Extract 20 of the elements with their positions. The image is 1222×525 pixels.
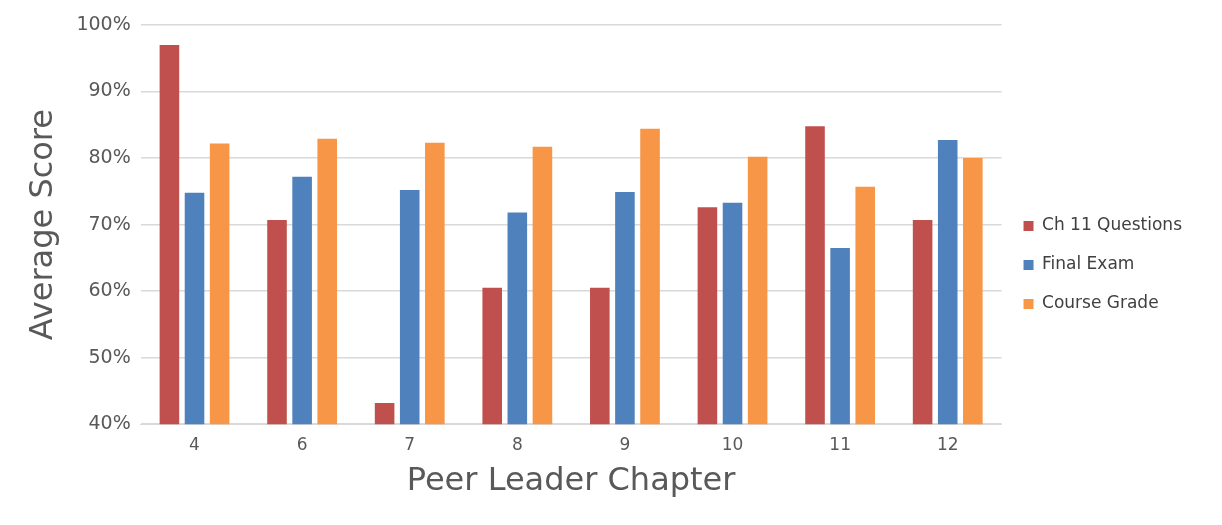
x-tick-label: 11 <box>829 433 851 454</box>
y-axis-title: Average Score <box>21 109 60 341</box>
x-tick-label: 12 <box>936 433 959 454</box>
y-tick-label: 40% <box>88 411 131 434</box>
y-tick-label: 90% <box>88 78 131 101</box>
x-axis-title: Peer Leader Chapter <box>406 460 737 499</box>
x-tick-label: 8 <box>511 433 523 454</box>
x-tick-label: 4 <box>189 433 200 454</box>
x-tick-label: 7 <box>404 433 416 454</box>
legend-label: Course Grade <box>1042 292 1159 313</box>
x-tick-label: 10 <box>721 433 744 454</box>
x-tick-label: 9 <box>619 433 631 454</box>
y-tick-label: 70% <box>88 211 131 234</box>
y-tick-label: 100% <box>76 11 131 34</box>
y-tick-label: 80% <box>88 145 131 167</box>
y-tick-label: 60% <box>88 278 131 301</box>
y-tick-label: 50% <box>88 344 131 367</box>
legend-label: Ch 11 Questions <box>1042 214 1183 235</box>
legend-label: Final Exam <box>1042 253 1135 274</box>
x-tick-label: 6 <box>296 433 308 454</box>
